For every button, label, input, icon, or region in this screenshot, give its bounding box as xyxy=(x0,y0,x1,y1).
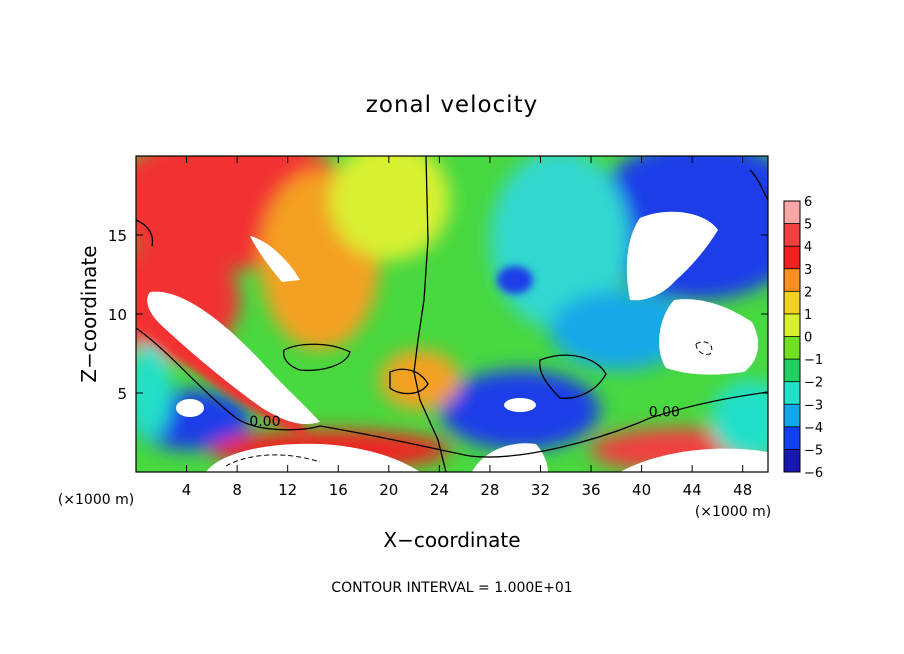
colorbar-label: 1 xyxy=(804,308,812,323)
x-tick-label: 4 xyxy=(182,481,192,499)
colorbar-label: 3 xyxy=(804,263,812,278)
y-axis-ticks: 5 10 15 xyxy=(108,227,768,403)
contour-label: 0.00 xyxy=(649,405,680,421)
colorbar-swatch xyxy=(784,449,800,473)
colorbar-label: −4 xyxy=(804,421,823,436)
colorbar-label: 4 xyxy=(804,240,812,255)
y-tick-label: 5 xyxy=(117,385,127,403)
colorbar-swatch xyxy=(784,246,800,270)
colorbar-label: −3 xyxy=(804,398,823,413)
chart-title: zonal velocity xyxy=(366,92,538,118)
x-tick-label: 28 xyxy=(480,481,499,499)
x-tick-label: 36 xyxy=(581,481,600,499)
x-axis-ticks: 4 8 12 16 20 24 28 32 36 40 44 48 xyxy=(182,156,752,499)
colorbar-swatch xyxy=(784,359,800,383)
colorbar-swatch xyxy=(784,223,800,247)
y-axis-label: Z−coordinate xyxy=(77,245,101,382)
x-unit-right: (×1000 m) xyxy=(695,504,771,520)
y-tick-label: 10 xyxy=(108,306,127,324)
x-tick-label: 16 xyxy=(329,481,348,499)
colorbar-label: −1 xyxy=(804,353,823,368)
colorbar-label: 0 xyxy=(804,331,812,346)
colorbar-swatch xyxy=(784,313,800,337)
x-tick-label: 8 xyxy=(232,481,242,499)
x-tick-label: 24 xyxy=(430,481,449,499)
x-tick-label: 32 xyxy=(531,481,550,499)
colorbar-swatch xyxy=(784,291,800,315)
contour-interval-note: CONTOUR INTERVAL = 1.000E+01 xyxy=(331,580,572,596)
y-tick-label: 15 xyxy=(108,227,127,245)
colorbar-swatch xyxy=(784,268,800,292)
colorbar-swatch xyxy=(784,201,800,224)
colorbar-label: −5 xyxy=(804,443,823,458)
x-tick-label: 48 xyxy=(733,481,752,499)
colorbar-swatch xyxy=(784,404,800,428)
heatmap-field xyxy=(136,156,768,472)
colorbar-label: 5 xyxy=(804,218,812,233)
colorbar-swatch xyxy=(784,426,800,450)
colorbar-label: −6 xyxy=(804,466,823,481)
colorbar: 6 5 4 3 2 1 0 −1 −2 −3 −4 −5 −6 xyxy=(783,195,823,481)
colorbar-label: 2 xyxy=(804,285,812,300)
x-axis-label: X−coordinate xyxy=(383,528,520,552)
x-tick-label: 40 xyxy=(632,481,651,499)
colorbar-label: −2 xyxy=(804,376,823,391)
x-tick-label: 20 xyxy=(379,481,398,499)
x-tick-label: 12 xyxy=(278,481,297,499)
x-tick-label: 44 xyxy=(683,481,702,499)
x-unit-left: (×1000 m) xyxy=(58,492,134,508)
colorbar-swatch xyxy=(784,381,800,405)
colorbar-swatch xyxy=(784,336,800,360)
contour-label: 0.00 xyxy=(249,414,280,430)
colorbar-label: 6 xyxy=(804,195,812,210)
contour-labels: 0.00 0.00 xyxy=(249,405,680,430)
